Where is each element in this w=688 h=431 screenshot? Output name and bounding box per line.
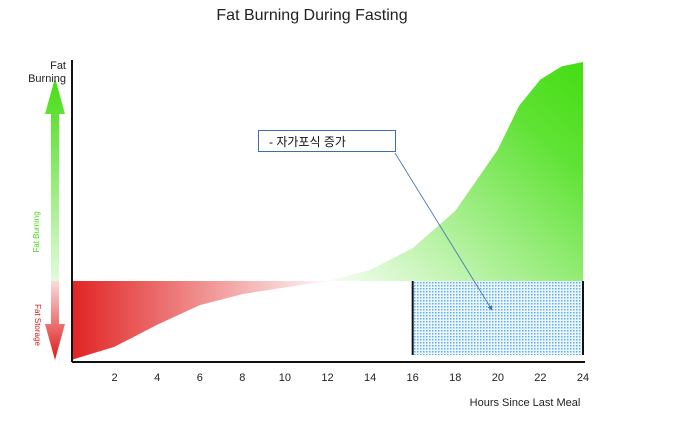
fat-storage-area [72,280,328,360]
y-axis-label: Fat Burning [28,60,66,85]
x-tick-label: 8 [239,372,245,384]
x-tick-label: 10 [279,372,291,384]
x-tick-label: 12 [321,372,333,384]
fat-burning-area [327,62,583,281]
x-axis-label: Hours Since Last Meal [470,397,581,409]
annotation: - 자가포식 증가 [258,130,396,152]
highlight-region [412,280,583,355]
arrow-label: Fat Burning [32,211,41,252]
x-tick-label: 14 [364,372,376,384]
annotation-pointer [394,152,493,311]
x-tick-label: 22 [534,372,546,384]
x-tick-label: 24 [577,372,589,384]
chart-title: Fat Burning During Fasting [216,7,407,24]
storage-arrow [45,280,65,360]
burning-arrow [45,78,65,281]
x-tick-label: 18 [449,372,461,384]
x-tick-label: 2 [112,372,118,384]
x-tick-label: 20 [492,372,504,384]
x-tick-label: 4 [154,372,160,384]
x-tick-label: 6 [197,372,203,384]
x-tick-label: 16 [407,372,419,384]
arrow-label: Fat Storage [33,304,42,346]
